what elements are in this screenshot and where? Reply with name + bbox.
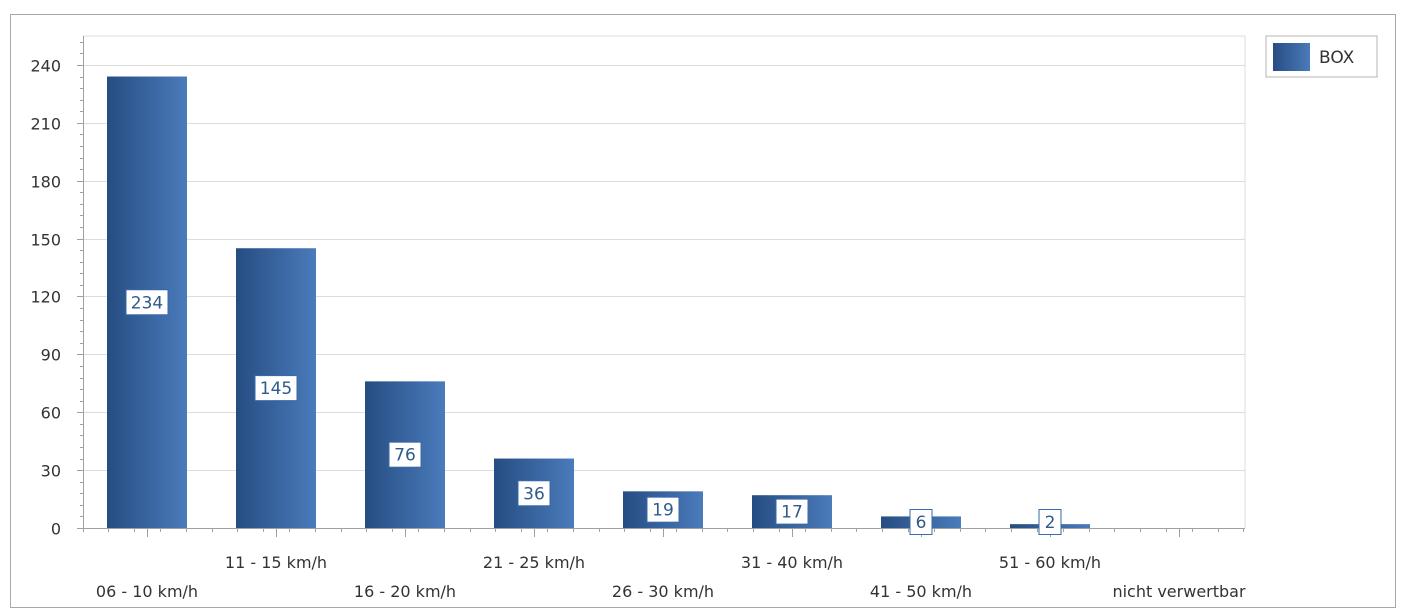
x-tick-label: 16 - 20 km/h (354, 582, 456, 601)
x-tick-label: 06 - 10 km/h (96, 582, 198, 601)
data-label-text: 2 (1045, 513, 1056, 533)
x-tick-label: 51 - 60 km/h (999, 553, 1101, 572)
y-tick-label: 180 (30, 173, 61, 192)
data-label-box (125, 289, 169, 316)
data-label: 19 (646, 496, 680, 523)
data-label-text: 145 (260, 379, 292, 399)
legend-label-box: BOX (1319, 48, 1355, 68)
x-tick-label: 31 - 40 km/h (741, 553, 843, 572)
y-tick-label: 120 (30, 288, 61, 307)
y-tick-label: 0 (51, 520, 61, 539)
y-axis-tick-labels: 0 30 60 90 120 150 180 210 240 (30, 57, 61, 539)
data-label: 36 (517, 480, 551, 507)
data-label: 17 (775, 498, 809, 525)
y-tick-label: 150 (30, 231, 61, 250)
x-tick-label: 11 - 15 km/h (225, 553, 327, 572)
data-label-text: 19 (652, 501, 674, 521)
y-tick-label: 210 (30, 115, 61, 134)
data-label-text: 76 (394, 446, 416, 466)
data-label-box (517, 480, 551, 507)
data-label: 2 (1038, 509, 1062, 535)
data-label-text: 36 (523, 484, 545, 504)
bars (107, 76, 1090, 529)
data-label-text: 234 (131, 293, 163, 313)
y-tick-label: 60 (41, 404, 61, 423)
data-label-box (775, 498, 809, 525)
data-label: 145 (254, 375, 298, 402)
data-label: 76 (388, 441, 422, 468)
data-label-box (254, 375, 298, 402)
legend-swatch-box (1273, 43, 1310, 71)
data-label-box (388, 441, 422, 468)
data-label-box (1038, 509, 1062, 535)
x-tick-label: 26 - 30 km/h (612, 582, 714, 601)
data-label: 234 (125, 289, 169, 316)
gridlines (83, 35, 1246, 528)
data-label-text: 6 (916, 513, 927, 533)
y-tick-label: 240 (30, 57, 61, 76)
y-tick-label: 90 (41, 346, 61, 365)
x-tick-label: nicht verwertbar (1112, 582, 1246, 601)
x-axis-tick-labels: 06 - 10 km/h 11 - 15 km/h 16 - 20 km/h 21 -… (96, 553, 1246, 601)
x-tick-label: 41 - 50 km/h (870, 582, 972, 601)
data-label-box (909, 509, 933, 535)
x-tick-label: 21 - 25 km/h (483, 553, 585, 572)
legend: BOX (1265, 35, 1378, 78)
data-labels: 234 145 76 36 19 17 6 2 (125, 289, 1062, 535)
data-label-text: 17 (781, 503, 803, 523)
data-label-box (646, 496, 680, 523)
y-tick-label: 30 (41, 462, 61, 481)
data-label: 6 (909, 509, 933, 535)
